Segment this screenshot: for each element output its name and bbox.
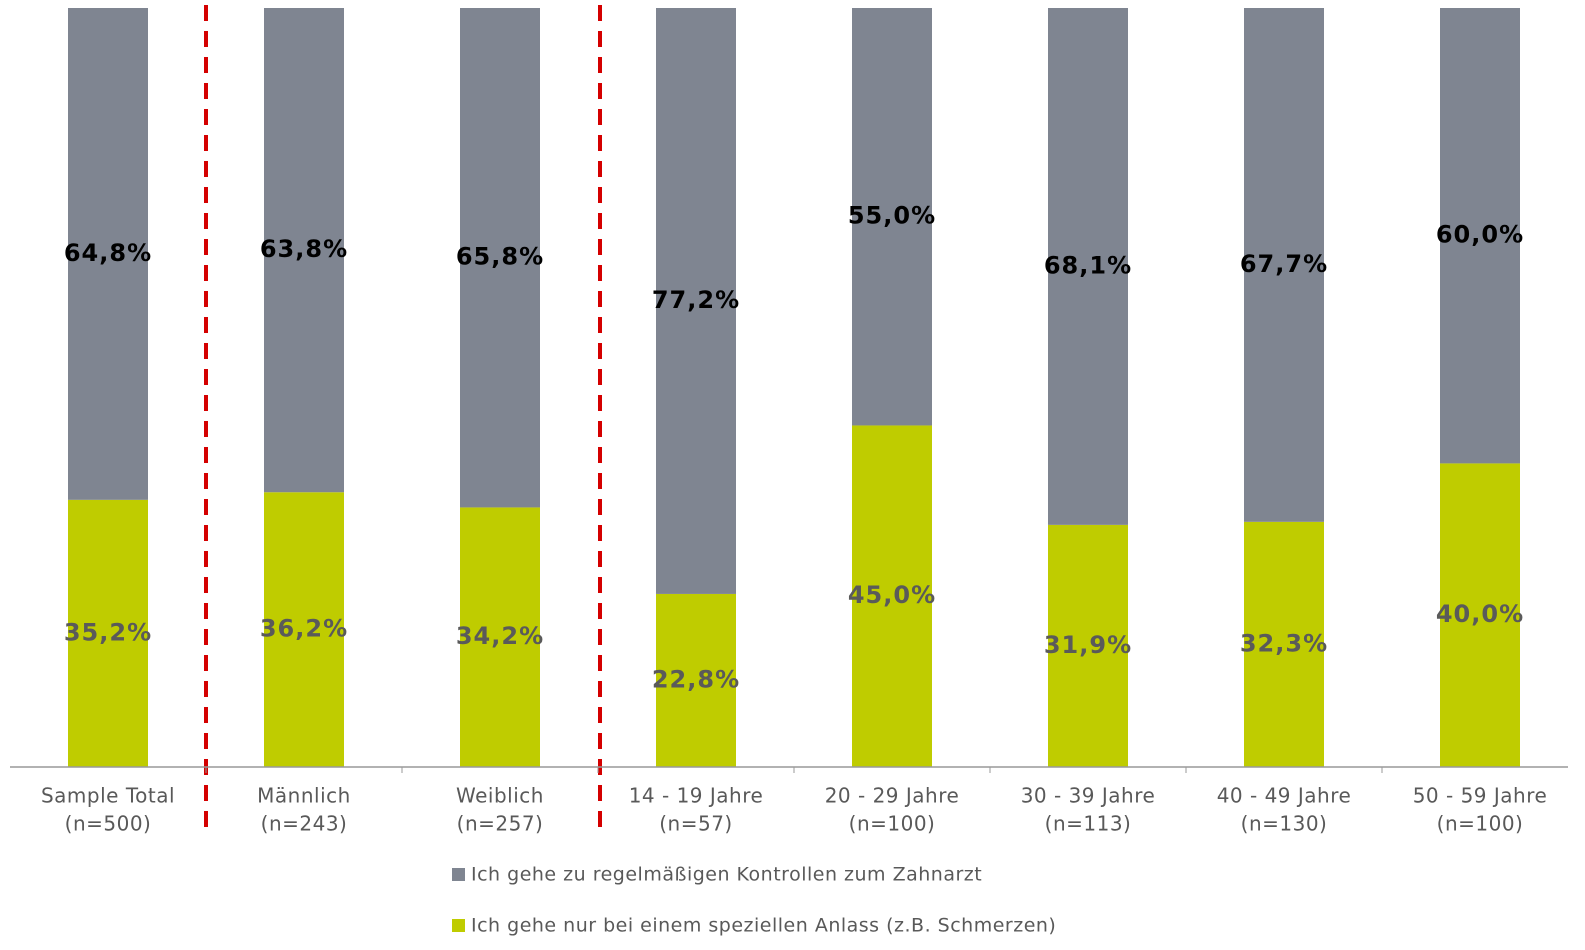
value-label: 40,0%: [1436, 600, 1524, 628]
legend-label: Ich gehe zu regelmäßigen Kontrollen zum …: [471, 864, 982, 886]
x-tick-label: (n=500): [65, 812, 152, 836]
bar-segment: [68, 8, 148, 500]
bar-segment: [852, 425, 932, 767]
bar-segment: [1440, 463, 1520, 767]
x-tick-label: (n=257): [457, 812, 544, 836]
x-tick-label: 30 - 39 Jahre: [1021, 784, 1156, 808]
bar-segment: [656, 8, 736, 594]
bar-segment: [460, 8, 540, 508]
x-tick-label: Männlich: [257, 784, 351, 808]
value-label: 68,1%: [1044, 251, 1132, 279]
value-label: 67,7%: [1240, 250, 1328, 278]
x-tick-label: (n=100): [1437, 812, 1524, 836]
value-label: 64,8%: [64, 239, 152, 267]
value-label: 65,8%: [456, 243, 544, 271]
value-label: 55,0%: [848, 202, 936, 230]
legend-swatch: [452, 919, 465, 932]
value-label: 22,8%: [652, 665, 740, 693]
legend-label: Ich gehe nur bei einem speziellen Anlass…: [471, 915, 1056, 937]
value-label: 60,0%: [1436, 221, 1524, 249]
bar-segment: [264, 492, 344, 767]
value-label: 35,2%: [64, 618, 152, 646]
bar-segment: [1244, 8, 1324, 522]
bar-segment: [1048, 524, 1128, 767]
x-tick-label: Sample Total: [41, 784, 175, 808]
value-label: 32,3%: [1240, 629, 1328, 657]
x-tick-label: (n=243): [261, 812, 348, 836]
bar-segment: [460, 507, 540, 767]
value-label: 31,9%: [1044, 631, 1132, 659]
value-label: 34,2%: [456, 622, 544, 650]
x-tick-label: (n=113): [1045, 812, 1132, 836]
x-tick-label: Weiblich: [456, 784, 544, 808]
x-tick-label: (n=100): [849, 812, 936, 836]
bar-segment: [1048, 8, 1128, 525]
bar-segment: [264, 8, 344, 493]
x-tick-label: 40 - 49 Jahre: [1217, 784, 1352, 808]
x-tick-label: (n=57): [659, 812, 733, 836]
value-label: 36,2%: [260, 615, 348, 643]
value-label: 77,2%: [652, 286, 740, 314]
x-tick-label: (n=130): [1241, 812, 1328, 836]
bar-segment: [1440, 8, 1520, 464]
bar-segment: [656, 593, 736, 767]
x-tick-label: 20 - 29 Jahre: [825, 784, 960, 808]
bar-segment: [68, 499, 148, 767]
bar-segment: [852, 8, 932, 426]
bar-segment: [1244, 521, 1324, 767]
x-tick-label: 50 - 59 Jahre: [1413, 784, 1548, 808]
legend-swatch: [452, 868, 465, 881]
value-label: 63,8%: [260, 235, 348, 263]
value-label: 45,0%: [848, 581, 936, 609]
x-tick-label: 14 - 19 Jahre: [629, 784, 764, 808]
